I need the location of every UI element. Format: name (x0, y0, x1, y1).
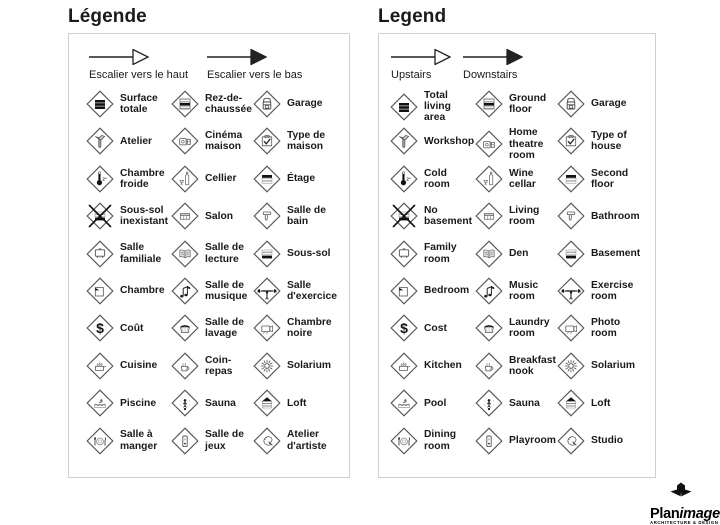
svg-text:2°: 2° (102, 176, 107, 181)
svg-text:2°: 2° (406, 176, 411, 181)
svg-text:$: $ (400, 321, 408, 337)
svg-text:$: $ (96, 321, 104, 337)
